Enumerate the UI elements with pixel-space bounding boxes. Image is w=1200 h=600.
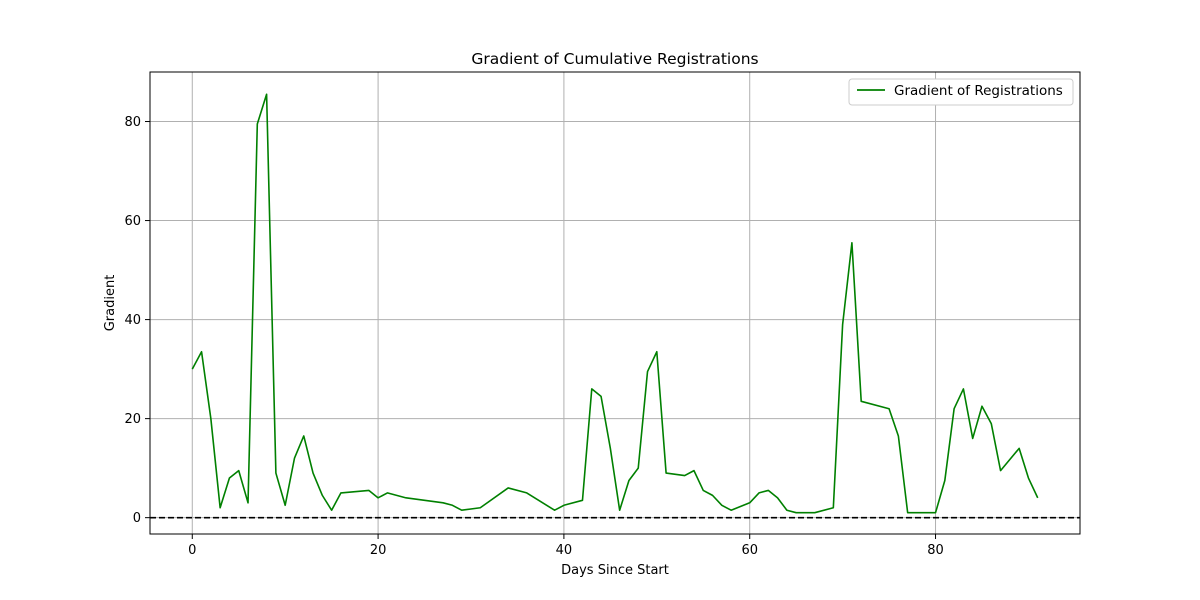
legend-label: Gradient of Registrations: [894, 83, 1063, 99]
y-tick-label: 60: [124, 214, 141, 229]
y-tick-label: 80: [124, 115, 141, 130]
y-axis-label: Gradient: [103, 275, 118, 332]
series-line-gradient-of-registrations: [191, 93, 1039, 514]
plot-frame: [149, 71, 1081, 535]
y-tick-label: 0: [133, 511, 141, 526]
y-tick-label: 40: [124, 313, 141, 328]
plot-area: [150, 72, 1080, 534]
x-tick-label: 0: [188, 543, 196, 558]
x-tick-label: 20: [370, 543, 387, 558]
axis-ticks: 0 20 40 60 80 0 20 40 60 80: [124, 115, 943, 558]
x-axis-label: Days Since Start: [561, 563, 669, 578]
x-tick-label: 80: [927, 543, 944, 558]
legend-box: [848, 78, 1074, 106]
y-tick-label: 20: [124, 412, 141, 427]
legend: Gradient of Registrations: [848, 78, 1074, 106]
x-tick-label: 60: [741, 543, 758, 558]
x-tick-label: 40: [556, 543, 573, 558]
chart-title: Gradient of Cumulative Registrations: [471, 50, 758, 68]
